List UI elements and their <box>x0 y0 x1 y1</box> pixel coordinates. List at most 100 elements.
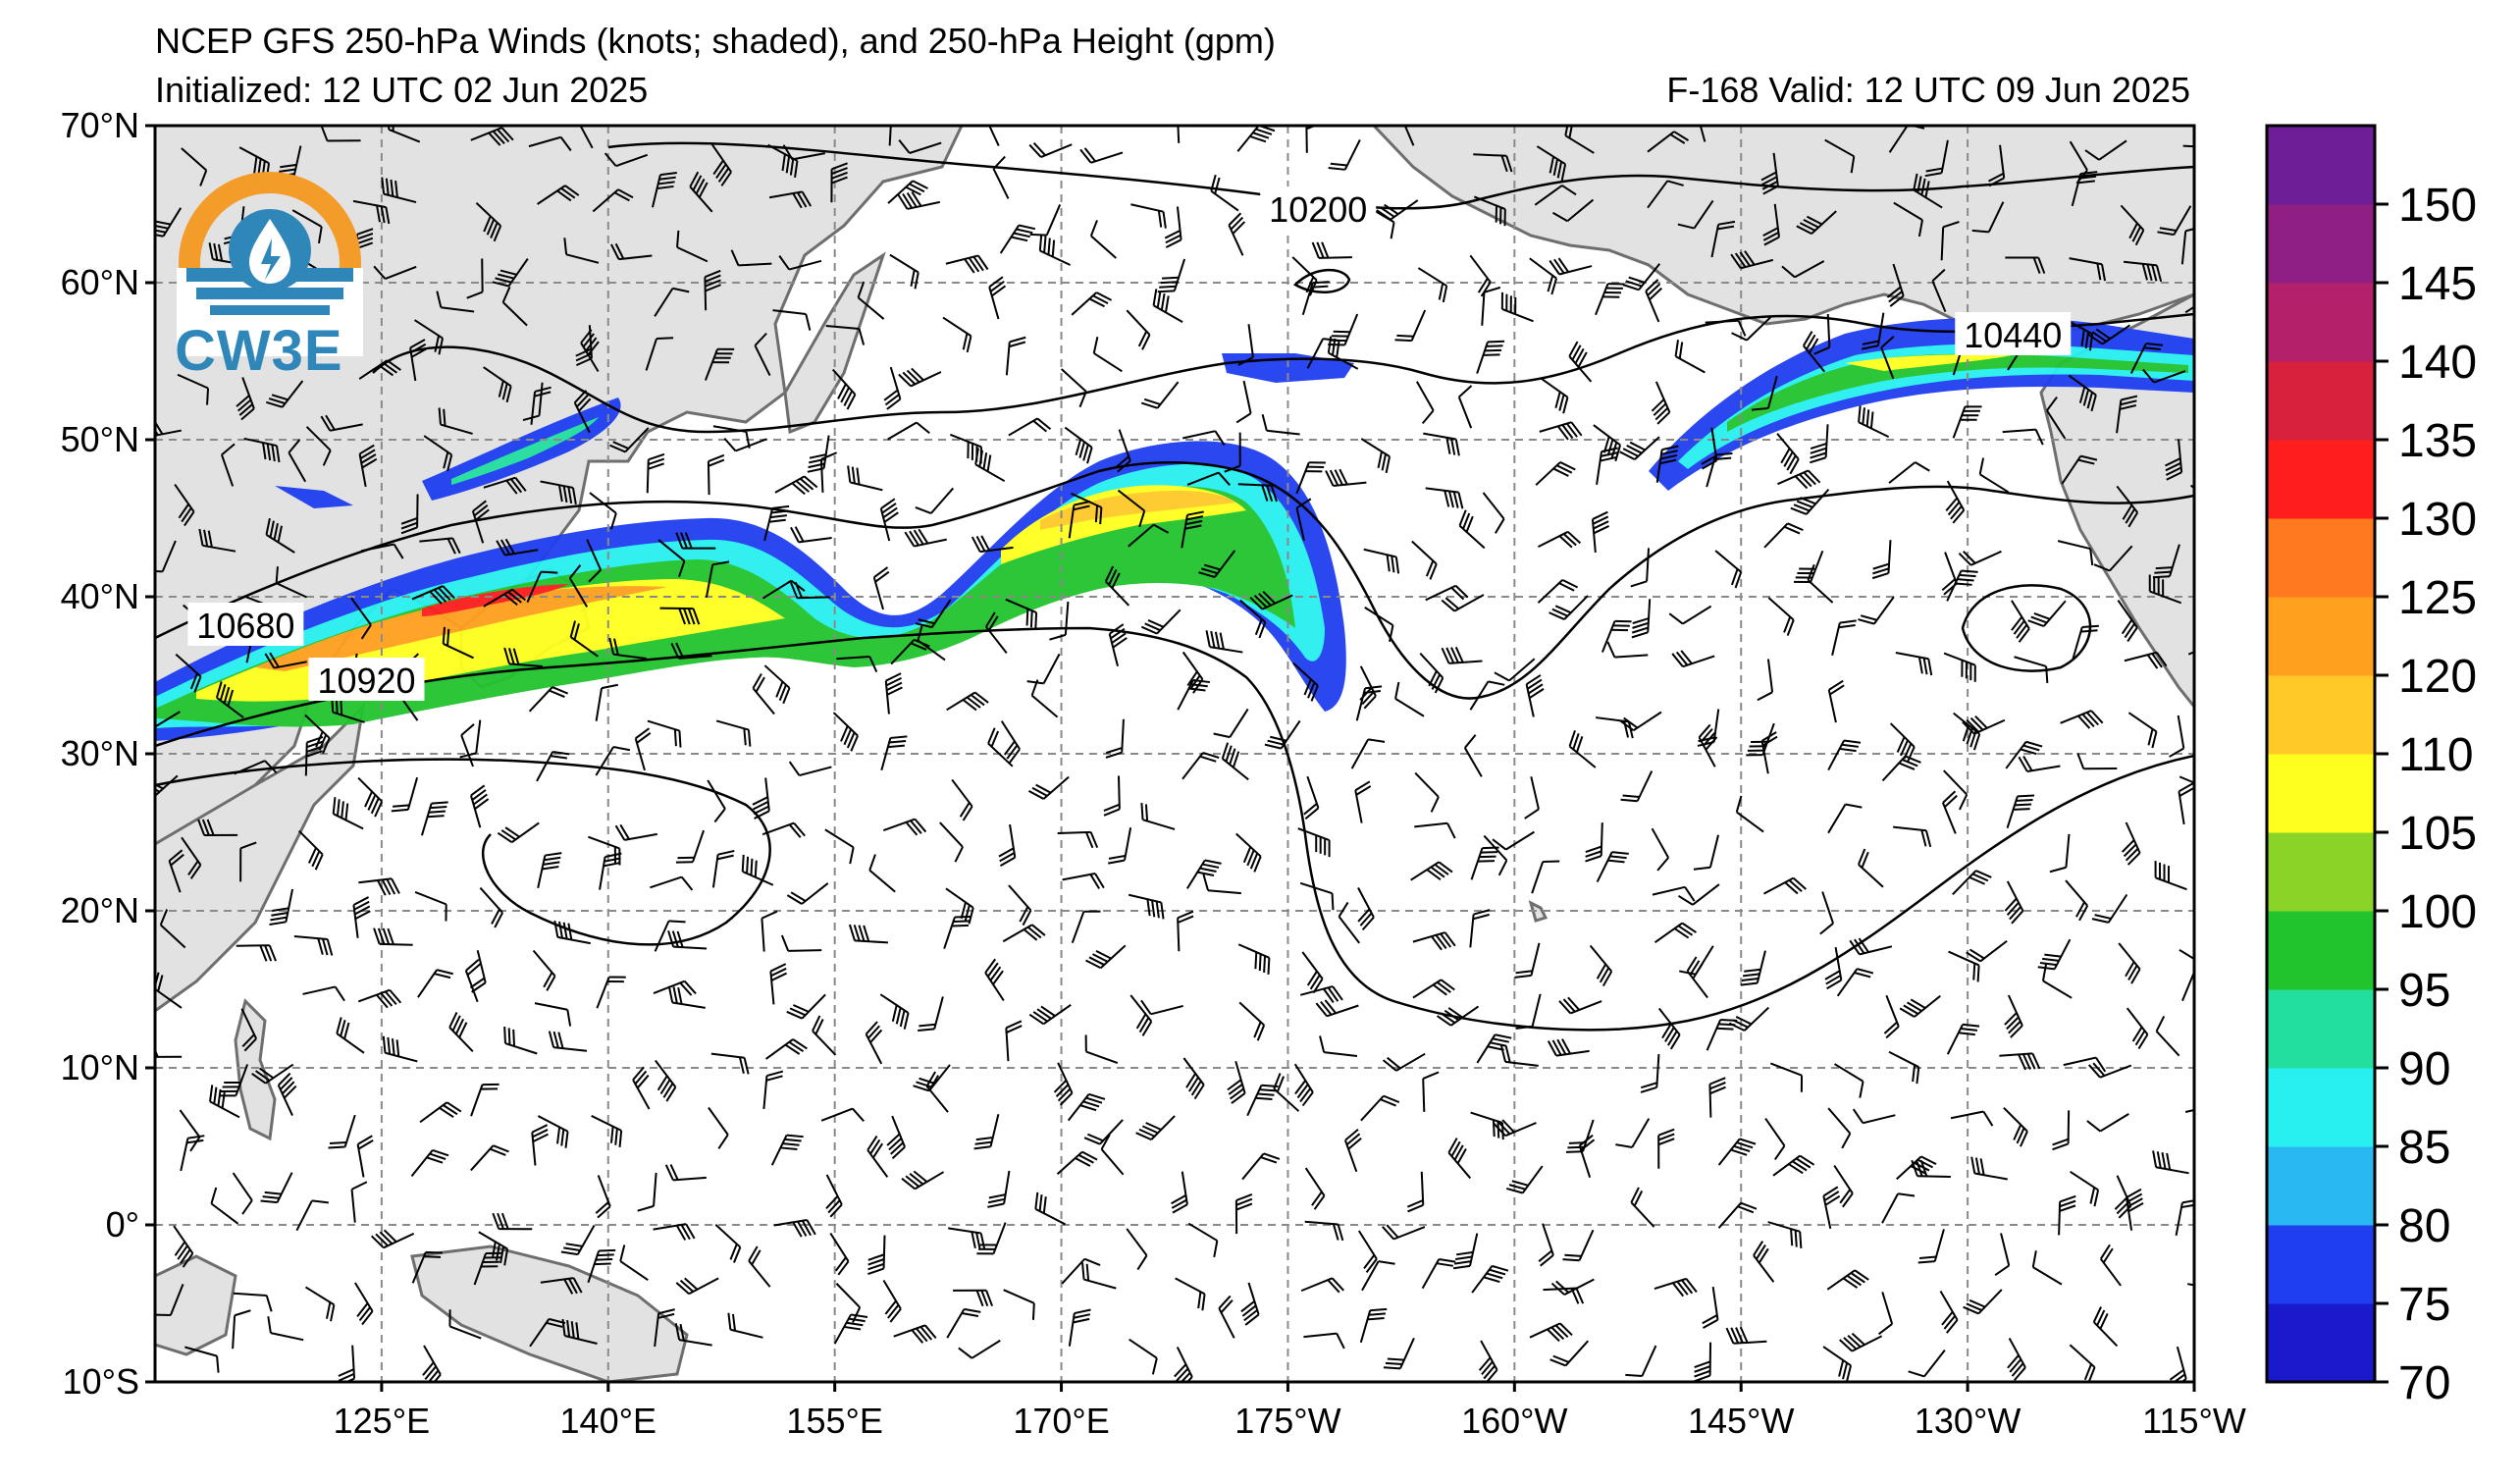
wind-barb <box>1839 1332 1883 1352</box>
wind-barb <box>884 672 903 715</box>
wind-barb <box>634 727 652 771</box>
wind-barb <box>483 366 512 403</box>
wind-barb <box>1185 859 1222 889</box>
wind-barb <box>780 934 822 952</box>
wind-barb <box>1469 254 1492 297</box>
wind-barb <box>998 823 1017 867</box>
contour-10440 <box>372 312 2194 434</box>
wind-barb <box>1469 909 1491 948</box>
wind-barb <box>179 1109 201 1152</box>
wind-barb <box>704 347 735 381</box>
wind-barb <box>1357 1230 1378 1273</box>
wind-barb <box>1725 1326 1767 1345</box>
wind-barb <box>833 1313 868 1345</box>
wind-barb <box>1776 433 1800 475</box>
wind-barb <box>786 993 826 1020</box>
wind-barb <box>1157 258 1186 293</box>
wind-barb <box>637 1172 657 1212</box>
wind-barb <box>2069 257 2107 282</box>
wind-barb <box>1068 1308 1091 1347</box>
wind-barb <box>946 1307 981 1339</box>
wind-barb <box>1777 469 1821 490</box>
wind-barb <box>208 242 246 266</box>
wind-barb <box>1525 674 1545 717</box>
wind-barb <box>987 727 1014 768</box>
wind-barb <box>893 1324 937 1344</box>
map-panel[interactable]: 10200 10440 10680 10920 <box>137 100 2231 1390</box>
wind-barb <box>1535 461 1576 486</box>
contour-10680 <box>155 461 2194 700</box>
wind-barb <box>1338 901 1361 944</box>
wind-barb <box>670 642 712 660</box>
wind-barb <box>1827 739 1862 771</box>
wind-barb <box>1128 523 1170 548</box>
wind-barb <box>883 366 902 410</box>
wind-barb <box>469 784 490 828</box>
lon-tick-label: 115°W <box>2142 1401 2246 1441</box>
lat-tick-label: 0° <box>106 1204 139 1245</box>
wind-barb <box>475 202 502 242</box>
wind-barb <box>1360 1094 1400 1122</box>
wind-barb <box>667 930 708 950</box>
wind-barb <box>1482 492 1505 534</box>
jet-small-patch <box>275 486 353 508</box>
wind-barb <box>1824 946 1843 990</box>
wind-barb <box>1657 1007 1681 1050</box>
wind-barb <box>350 597 372 640</box>
wind-barb <box>830 162 848 203</box>
wind-barb <box>471 500 490 544</box>
lon-tick-label: 140°E <box>560 1401 656 1441</box>
wind-barb <box>1105 718 1125 759</box>
wind-barb <box>1630 1187 1655 1228</box>
jet-core-orange <box>255 586 667 671</box>
wind-barb <box>1030 679 1059 718</box>
wind-barb <box>1295 461 1326 495</box>
wind-barb <box>295 1199 329 1232</box>
wind-barb <box>1421 1258 1456 1290</box>
wind-barb <box>676 230 709 263</box>
wind-barb <box>1325 468 1367 487</box>
wind-barb <box>974 448 1006 483</box>
wind-barb <box>1473 195 1506 227</box>
lat-tick-label: 60°N <box>61 262 139 302</box>
colorbar-tick-label: 95 <box>2398 965 2450 1017</box>
wind-barb <box>1625 1345 1657 1378</box>
wind-barb <box>419 537 461 555</box>
wind-barb <box>483 476 527 495</box>
wind-barb <box>1463 734 1483 777</box>
wind-barb <box>1550 1278 1595 1296</box>
wind-barb <box>768 190 813 209</box>
wind-barb <box>1062 873 1105 890</box>
wind-barb <box>2058 1194 2076 1236</box>
wind-barb <box>667 985 706 1009</box>
wind-barb <box>1769 1062 1804 1092</box>
colorbar-segment <box>2267 832 2375 912</box>
wind-barb <box>536 750 570 782</box>
wind-barb <box>1568 341 1593 383</box>
contour-label-text: 10680 <box>196 606 294 646</box>
wind-barb <box>741 854 774 886</box>
wind-barb <box>752 672 775 715</box>
wind-barb <box>1500 291 1534 323</box>
wind-barb <box>1315 999 1359 1018</box>
wind-barb <box>2006 794 2035 829</box>
colorbar-segment <box>2267 1303 2375 1383</box>
wind-barb <box>1913 173 1943 209</box>
wind-barb <box>320 126 361 142</box>
wind-barb <box>420 801 448 836</box>
wind-barb <box>304 1286 336 1322</box>
wind-barb <box>2184 1108 2194 1113</box>
wind-barb <box>181 147 208 186</box>
wind-barb <box>857 281 885 320</box>
wind-barb <box>1029 204 1062 237</box>
wind-barb <box>561 1318 598 1345</box>
colorbar-segment <box>2267 204 2375 284</box>
wind-barb <box>1596 851 1629 883</box>
wind-barb <box>209 1085 240 1119</box>
contour-labels: 10200 10440 10680 10920 <box>187 186 2072 701</box>
wind-barb <box>654 287 690 317</box>
wind-barb <box>789 581 831 600</box>
wind-barb <box>540 480 577 504</box>
wind-barb <box>1655 445 1679 483</box>
